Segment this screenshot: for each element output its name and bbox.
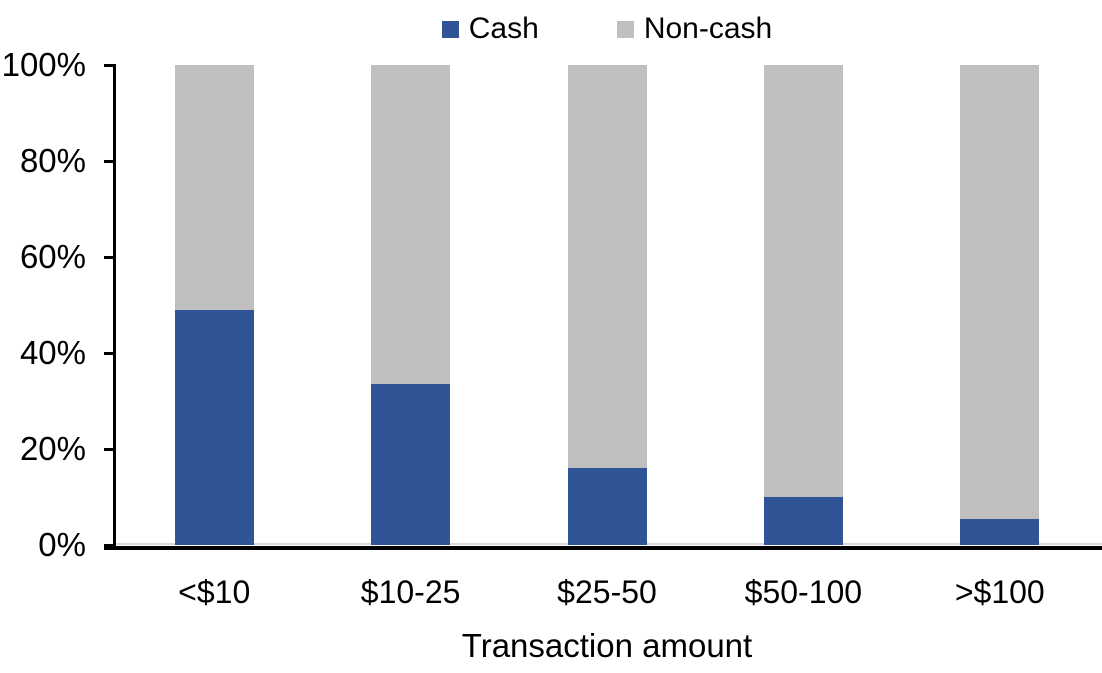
x-tick-label: $25-50 <box>557 574 657 610</box>
bar-segment-non-cash <box>763 65 843 497</box>
cash-legend-swatch-icon <box>441 20 459 38</box>
y-tick-label: 80% <box>19 142 86 179</box>
bar-segment-non-cash <box>567 65 647 469</box>
bar-segment-cash <box>567 468 647 545</box>
y-tick-mark <box>104 352 115 355</box>
bar-segment-non-cash <box>371 65 451 385</box>
legend-item-cash: Cash <box>441 10 539 48</box>
x-axis-line <box>104 546 1102 550</box>
y-tick-mark <box>104 256 115 259</box>
x-tick-label: <$10 <box>178 574 251 610</box>
x-tick-label: $50-100 <box>744 574 863 610</box>
cash-legend-label: Cash <box>468 12 539 45</box>
bar-segment-cash <box>960 518 1040 545</box>
bar-segment-non-cash <box>960 65 1040 519</box>
bar-segment-cash <box>174 309 254 545</box>
legend-item-non-cash: Non-cash <box>616 10 773 48</box>
y-tick-label: 20% <box>19 430 86 467</box>
x-axis-title: Transaction amount <box>461 627 753 664</box>
y-tick-mark <box>104 160 115 163</box>
legend: Cash Non-cash <box>116 10 1098 48</box>
y-tick-mark <box>104 64 115 67</box>
non-cash-legend-swatch-icon <box>616 20 634 38</box>
y-tick-label: 60% <box>19 238 86 275</box>
bar-segment-cash <box>763 497 843 545</box>
y-tick-label: 100% <box>1 46 86 83</box>
y-tick-label: 40% <box>19 334 86 371</box>
x-tick-label: $10-25 <box>360 574 461 610</box>
bar-segment-cash <box>371 384 451 545</box>
y-tick-label: 0% <box>38 526 86 563</box>
bar-segment-non-cash <box>174 65 254 310</box>
y-tick-mark <box>104 448 115 451</box>
non-cash-legend-label: Non-cash <box>643 12 773 45</box>
x-tick-label: >$100 <box>954 574 1045 610</box>
y-tick-mark <box>104 544 115 547</box>
y-axis-line <box>113 64 116 548</box>
